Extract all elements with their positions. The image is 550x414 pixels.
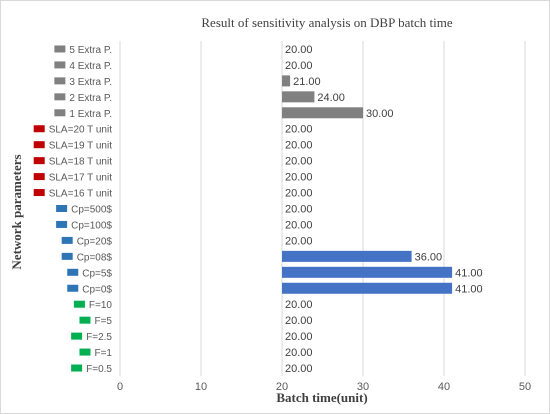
legend-marker (67, 268, 79, 276)
legend-marker (54, 109, 66, 117)
category-label: F=1 (94, 348, 112, 359)
category-label: 2 Extra P. (69, 93, 112, 104)
legend-marker (79, 348, 91, 356)
bar (282, 91, 315, 103)
data-label: 24.00 (317, 92, 345, 104)
category-label: Cp=0$ (82, 284, 112, 295)
category-labels: 5 Extra P. 4 Extra P. 3 Extra P. 2 Extra P.… (33, 45, 113, 375)
bars: 20.00 20.00 21.00 24.00 30.00 20.00 20.00 20.00… (282, 44, 483, 375)
data-label: 41.00 (455, 267, 483, 279)
bar (282, 266, 453, 278)
data-label: 20.00 (285, 124, 313, 136)
bar (282, 107, 363, 119)
legend-marker (33, 125, 45, 133)
legend-marker (56, 205, 68, 212)
category-label: SLA=20 T unit (49, 125, 113, 136)
legend-marker (71, 332, 83, 340)
data-label: 20.00 (285, 299, 313, 311)
data-label: 20.00 (285, 219, 313, 231)
x-tick-label: 30 (357, 381, 369, 393)
chart-title: Result of sensitivity analysis on DBP ba… (201, 15, 452, 30)
category-label: Cp=100$ (71, 220, 112, 231)
legend-marker (54, 45, 66, 53)
legend-marker (54, 61, 66, 69)
x-tick-label: 20 (276, 381, 288, 393)
data-label: 30.00 (366, 108, 394, 120)
legend-marker (33, 157, 45, 165)
legend-marker (33, 189, 45, 197)
category-label: 3 Extra P. (69, 77, 112, 88)
data-label: 41.00 (455, 283, 483, 295)
legend-marker (71, 364, 83, 372)
data-label: 20.00 (285, 172, 313, 184)
legend-marker (54, 77, 66, 85)
legend-marker (73, 300, 85, 308)
category-label: SLA=18 T unit (49, 157, 113, 168)
data-label: 20.00 (285, 347, 313, 359)
bar (282, 250, 412, 262)
category-label: F=0.5 (86, 364, 112, 375)
x-tick-label: 40 (438, 381, 450, 393)
category-label: Cp=500$ (71, 205, 112, 216)
data-label: 20.00 (285, 363, 313, 375)
bar (282, 75, 291, 87)
legend-marker (67, 284, 79, 292)
legend-marker (61, 252, 73, 260)
legend-marker (54, 93, 66, 101)
data-label: 20.00 (285, 44, 313, 56)
legend-marker (61, 236, 73, 244)
y-axis-label: Network parameters (9, 154, 24, 269)
category-label: F=10 (89, 300, 113, 311)
x-tick-labels: 0 10 20 30 40 50 (117, 381, 531, 393)
legend-marker (79, 316, 91, 324)
category-label: F=2.5 (86, 332, 112, 343)
x-tick-label: 0 (117, 381, 123, 393)
data-label: 36.00 (415, 251, 443, 263)
legend-marker (33, 141, 45, 149)
data-label: 21.00 (293, 76, 321, 88)
data-label: 20.00 (285, 315, 313, 327)
category-label: SLA=16 T unit (49, 189, 113, 200)
category-label: F=5 (94, 316, 112, 327)
category-label: Cp=5$ (82, 268, 112, 279)
x-tick-label: 50 (519, 381, 531, 393)
category-label: 1 Extra P. (69, 109, 112, 120)
category-label: Cp=20$ (77, 236, 113, 247)
data-label: 20.00 (285, 188, 313, 200)
data-label: 20.00 (285, 60, 313, 72)
category-label: Cp=08$ (77, 252, 113, 263)
legend-marker (56, 220, 68, 228)
data-label: 20.00 (285, 331, 313, 343)
data-label: 20.00 (285, 156, 313, 168)
data-label: 20.00 (285, 140, 313, 152)
data-label: 20.00 (285, 235, 313, 247)
x-tick-label: 10 (195, 381, 207, 393)
category-label: SLA=19 T unit (49, 141, 113, 152)
category-label: 4 Extra P. (69, 61, 112, 72)
legend-marker (33, 173, 45, 181)
category-label: SLA=17 T unit (49, 173, 113, 184)
category-label: 5 Extra P. (69, 45, 112, 56)
bar (282, 282, 453, 294)
x-axis-label: Batch time(unit) (276, 390, 367, 405)
data-label: 20.00 (285, 204, 313, 216)
